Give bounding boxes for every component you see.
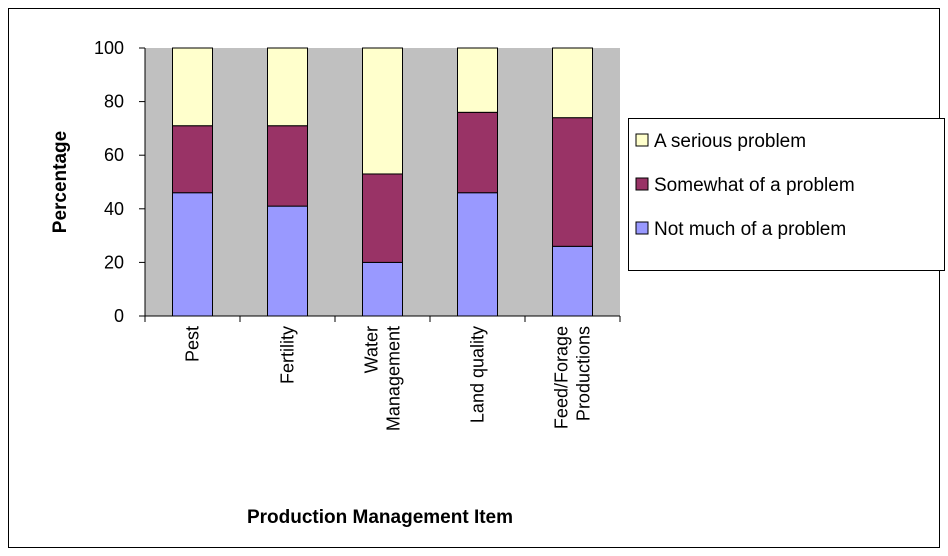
- x-tick-label: Water Management: [362, 326, 404, 431]
- y-tick-label: 20: [104, 252, 124, 272]
- bar-segment: [362, 47, 403, 175]
- legend-label: Not much of a problem: [654, 219, 846, 240]
- legend-label: A serious problem: [654, 131, 806, 152]
- x-tick-label: Fertility: [278, 326, 298, 384]
- y-tick-label: 0: [114, 306, 124, 326]
- bar-segment: [362, 261, 403, 317]
- bar-segment: [172, 125, 213, 194]
- bar-segment: [267, 47, 308, 127]
- bar-segment: [552, 47, 593, 119]
- bar-segment: [552, 245, 593, 317]
- legend-label: Somewhat of a problem: [654, 175, 855, 196]
- bar-segment: [267, 125, 308, 207]
- bar-segment: [172, 47, 213, 127]
- x-axis-title: Production Management Item: [247, 507, 513, 528]
- y-axis-title: Percentage: [50, 131, 71, 233]
- legend-swatch: [635, 133, 649, 147]
- bar-segment: [457, 192, 498, 317]
- x-tick-label: Pest: [183, 326, 203, 362]
- bar-segment: [267, 205, 308, 317]
- y-tick-label: 80: [104, 92, 124, 112]
- y-tick-label: 40: [104, 199, 124, 219]
- legend-swatch: [635, 177, 649, 191]
- y-tick-label: 100: [94, 38, 124, 58]
- legend-box: [628, 118, 945, 271]
- bar-segment: [457, 47, 498, 113]
- y-tick-label: 60: [104, 145, 124, 165]
- bar-segment: [552, 117, 593, 247]
- x-tick-label: Land quality: [468, 326, 488, 423]
- bar-segment: [172, 192, 213, 317]
- bar-segment: [362, 173, 403, 263]
- legend-swatch: [635, 221, 649, 235]
- bar-segment: [457, 111, 498, 194]
- x-tick-label: Feed/Forage Productions: [552, 326, 594, 429]
